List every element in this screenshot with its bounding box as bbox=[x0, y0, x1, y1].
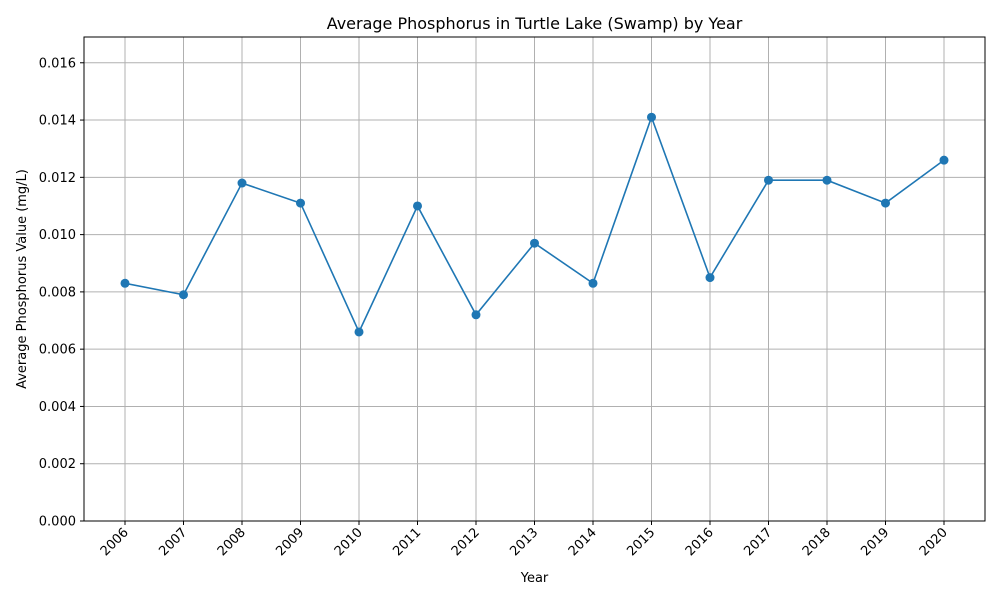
x-tick-label: 2017 bbox=[741, 525, 775, 559]
data-point bbox=[237, 178, 247, 188]
x-tick-label: 2016 bbox=[683, 525, 717, 559]
y-tick-label: 0.004 bbox=[39, 400, 76, 415]
data-point bbox=[413, 201, 422, 211]
y-tick-label: 0.008 bbox=[39, 285, 76, 300]
x-tick-label: 2011 bbox=[390, 525, 424, 559]
grid-lines bbox=[84, 37, 985, 522]
x-tick-label: 2009 bbox=[273, 525, 307, 559]
data-point bbox=[120, 278, 130, 288]
y-tick-label: 0.006 bbox=[39, 343, 76, 358]
data-point bbox=[530, 238, 539, 248]
x-tick-label: 2015 bbox=[624, 525, 658, 559]
x-tick-label: 2012 bbox=[449, 525, 483, 559]
y-tick-label: 0.010 bbox=[39, 228, 76, 243]
data-point bbox=[705, 273, 715, 283]
plot-frame bbox=[83, 36, 986, 522]
data-point bbox=[764, 175, 773, 185]
y-tick-label: 0.002 bbox=[39, 457, 76, 472]
data-point bbox=[822, 175, 832, 185]
tick-labels: 2006 2007 2008 2009 2010 2011 2012 2013 2014 2015… bbox=[39, 56, 951, 559]
x-tick-label: 2006 bbox=[98, 525, 132, 559]
data-point bbox=[588, 278, 598, 288]
data-point bbox=[647, 112, 656, 122]
x-tick-label: 2008 bbox=[215, 525, 249, 559]
y-tick-label: 0.000 bbox=[39, 515, 76, 530]
y-tick-label: 0.012 bbox=[39, 171, 76, 186]
y-tick-label: 0.016 bbox=[39, 56, 76, 71]
x-tick-label: 2019 bbox=[858, 525, 892, 559]
x-tick-label: 2013 bbox=[507, 525, 541, 559]
data-point bbox=[179, 290, 188, 300]
y-tick-label: 0.014 bbox=[39, 114, 76, 129]
y-axis-title: Average Phosphorus Value (mg/L) bbox=[15, 169, 30, 389]
x-tick-label: 2014 bbox=[566, 525, 600, 559]
chart-title: Average Phosphorus in Turtle Lake (Swamp… bbox=[327, 14, 743, 33]
x-tick-label: 2018 bbox=[800, 525, 834, 559]
x-tick-label: 2020 bbox=[917, 525, 951, 559]
data-point bbox=[296, 198, 305, 208]
series-line-layer bbox=[120, 112, 949, 337]
data-point bbox=[471, 310, 481, 320]
data-point bbox=[354, 327, 364, 337]
x-tick-label: 2007 bbox=[156, 525, 190, 559]
x-tick-label: 2010 bbox=[332, 525, 366, 559]
data-point bbox=[939, 155, 949, 165]
data-point bbox=[881, 198, 890, 208]
x-axis-title: Year bbox=[520, 571, 549, 586]
